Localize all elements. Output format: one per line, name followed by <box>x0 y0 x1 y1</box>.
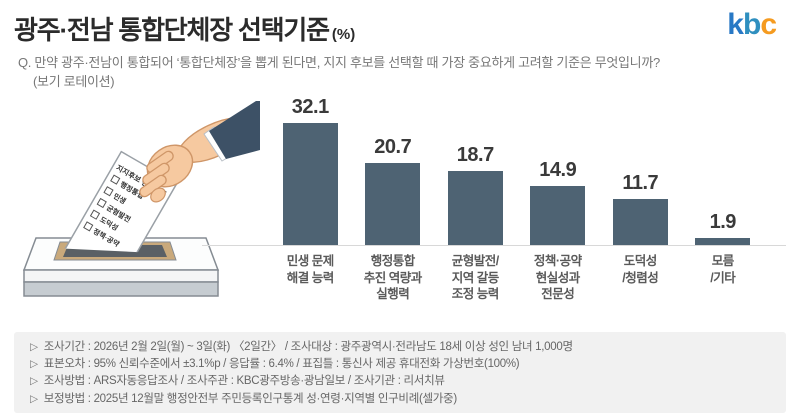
ballot-checkbox <box>96 197 107 209</box>
bar-column: 20.7 행정통합 추진 역량과 실행력 <box>352 96 435 303</box>
bar-column: 1.9 모름/기타 <box>682 96 765 303</box>
bar-category-label: 민생 문제 해결 능력 <box>286 254 334 285</box>
footnote-line: ▷ 조사방법 : ARS자동응답조사 / 조사주관 : KBC광주방송·광남일보 … <box>30 375 445 388</box>
fingers <box>139 150 174 198</box>
bar-value-label: 11.7 <box>622 171 659 194</box>
bar <box>282 123 338 245</box>
page-title-text: 광주·전남 통합단체장 선택기준 <box>14 15 330 45</box>
bar-value-label: 14.9 <box>539 159 577 182</box>
footnote-marker-icon: ▷ <box>30 392 38 405</box>
bar-chart: 32.1 민생 문제 해결 능력 20.7 행정통합 추진 역량과 실행력 18.7 균형발전/… <box>269 96 764 303</box>
page-title-unit: (%) <box>331 26 356 43</box>
bar-column: 32.1 민생 문제 해결 능력 <box>269 96 352 303</box>
kbc-logo-letter: b <box>742 8 761 41</box>
bar-column: 18.7 균형발전/지역 갈등 조정 능력 <box>434 96 517 303</box>
bar-column: 14.9 정책·공약 현실성과 전문성 <box>517 96 600 303</box>
footnote-box: ▷ 조사기간 : 2026년 2월 2일(월) ~ 3일(화) 〈2일간〉 / 조… <box>14 332 786 413</box>
footnote-marker-icon: ▷ <box>30 375 38 388</box>
ballot-box-front <box>23 281 219 297</box>
bar-value-label: 18.7 <box>456 144 494 167</box>
ballot-checkbox <box>110 174 121 185</box>
bar-category-label: 정책·공약 현실성과 전문성 <box>533 254 582 301</box>
bar-category-label: 도덕성/청렴성 <box>622 254 659 285</box>
bar <box>447 171 503 245</box>
kbc-logo: kbc <box>727 8 777 42</box>
ballot-checkbox <box>83 221 94 232</box>
bar <box>612 198 668 245</box>
ballot-box-front-lip <box>23 269 219 283</box>
bar-value-label: 1.9 <box>709 210 737 233</box>
bar-value-label: 20.7 <box>374 136 412 159</box>
chart-baseline <box>202 245 786 246</box>
kbc-logo-letter: k <box>727 8 744 41</box>
page-title: 광주·전남 통합단체장 선택기준 (%) <box>14 10 355 47</box>
sleeve <box>209 101 260 159</box>
ballot-checkbox <box>89 209 101 220</box>
bar <box>530 186 586 245</box>
bar-value-label: 32.1 <box>291 96 329 118</box>
kbc-logo-letter: c <box>760 8 777 41</box>
footnote-line: ▷ 보정방법 : 2025년 12월말 행정안전부 주민등록인구통계 성·연령·지… <box>30 392 457 405</box>
survey-question: Q. 만약 광주·전남이 통합되어 ‘통합단체장’을 뽑게 된다면, 지지 후보… <box>18 53 788 91</box>
footnote-marker-icon: ▷ <box>30 358 38 371</box>
survey-question-line2: (보기 로테이션) <box>33 74 115 89</box>
bar <box>695 237 751 245</box>
thumb <box>150 187 166 203</box>
bar-category-label: 균형발전/지역 갈등 조정 능력 <box>451 254 499 301</box>
survey-question-line1: Q. 만약 광주·전남이 통합되어 ‘통합단체장’을 뽑게 된다면, 지지 후보… <box>18 55 660 70</box>
footnote-marker-icon: ▷ <box>30 341 38 353</box>
bar-category-label: 모름/기타 <box>710 254 736 285</box>
footnote-line: ▷ 표본오차 : 95% 신뢰수준에서 ±3.1%p / 응답률 : 6.4% /… <box>30 358 520 371</box>
ballot-checkbox <box>103 186 114 197</box>
hand-illustration <box>139 101 260 203</box>
bar <box>365 163 421 245</box>
footnote-line: ▷ 조사기간 : 2026년 2월 2일(월) ~ 3일(화) 〈2일간〉 / 조… <box>30 341 573 353</box>
bar-category-label: 행정통합 추진 역량과 실행력 <box>363 254 422 301</box>
bar-column: 11.7 도덕성/청렴성 <box>599 96 682 303</box>
